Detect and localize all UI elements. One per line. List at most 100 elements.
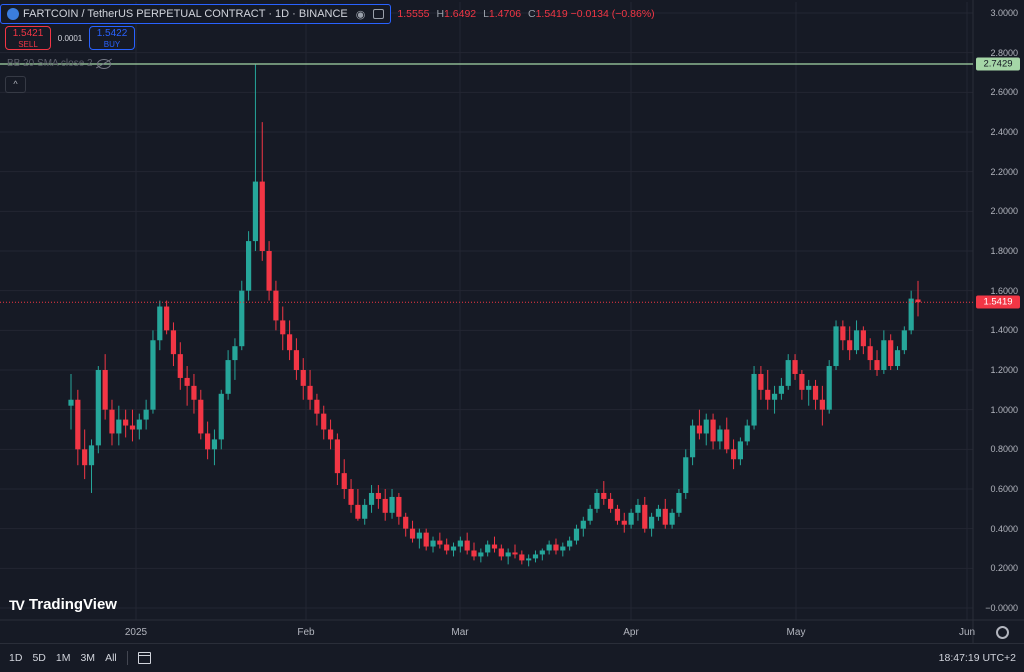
low-value: 1.4706 — [488, 8, 522, 20]
candle-body — [498, 548, 504, 557]
indicator-label[interactable]: BB 20 SMA close 2 — [7, 58, 93, 69]
candle-body — [689, 425, 696, 458]
y-tick-label: 2.6000 — [990, 87, 1018, 98]
candle-body — [259, 181, 265, 251]
candle-body — [409, 528, 416, 539]
calendar-icon[interactable] — [137, 652, 151, 664]
range-1m[interactable]: 1M — [55, 652, 71, 664]
candle-body — [286, 334, 293, 351]
candle-body — [491, 544, 498, 549]
eye-hidden-icon[interactable] — [96, 58, 111, 69]
candle-body — [416, 532, 422, 539]
range-3m[interactable]: 3M — [80, 652, 96, 664]
sell-button[interactable]: 1.5421 SELL — [5, 26, 51, 50]
candle-body — [881, 340, 887, 370]
candle-body — [744, 425, 750, 442]
candle-body — [375, 492, 381, 499]
candle-body — [143, 409, 149, 420]
candle-body — [225, 360, 231, 394]
candle-body — [580, 520, 586, 529]
candle-body — [546, 544, 552, 551]
symbol-box[interactable]: FARTCOIN / TetherUS PERPETUAL CONTRACT ·… — [0, 4, 392, 24]
candle-body — [334, 439, 340, 474]
buy-button[interactable]: 1.5422 BUY — [89, 26, 135, 50]
candle-body — [232, 346, 238, 361]
y-tick-label: 1.2000 — [990, 365, 1018, 375]
candle-body — [649, 516, 655, 529]
candle-body — [560, 546, 566, 551]
x-tick-label: May — [786, 627, 806, 638]
candle-body — [314, 399, 320, 414]
candle-body — [539, 550, 545, 555]
trade-panel: 1.5421 SELL 0.0001 1.5422 BUY — [5, 26, 135, 50]
candle-body — [184, 377, 190, 386]
range-all[interactable]: All — [105, 652, 117, 664]
y-tick-label: 2.8000 — [990, 47, 1018, 58]
y-tick-label: 2.2000 — [990, 166, 1018, 177]
candle-body — [676, 492, 682, 513]
candle-body — [642, 504, 648, 529]
candle-body — [526, 558, 532, 561]
candle-body — [567, 540, 573, 547]
candle-body — [355, 504, 361, 519]
sell-label: SELL — [18, 40, 38, 49]
candle-body — [553, 544, 559, 551]
candle-body — [635, 504, 641, 513]
collapse-legend-button[interactable]: ^ — [5, 76, 26, 93]
candle-body — [587, 508, 593, 521]
tradingview-logo[interactable]: TV TradingView — [9, 596, 117, 613]
range-5d[interactable]: 5D — [32, 652, 46, 664]
candle-body — [205, 433, 211, 450]
y-tick-label: 1.4000 — [990, 325, 1018, 336]
candle-body — [710, 419, 716, 442]
candle-body — [457, 540, 463, 547]
candle-body — [751, 373, 757, 426]
clock[interactable]: 18:47:19 UTC+2 — [938, 652, 1016, 664]
candle-body — [280, 320, 286, 335]
candle-body — [867, 346, 873, 361]
candle-body — [307, 385, 313, 400]
buy-label: BUY — [103, 40, 121, 49]
candle-body — [464, 540, 470, 551]
price-chart[interactable] — [0, 0, 1024, 643]
gear-icon[interactable] — [996, 626, 1009, 639]
candle-body — [833, 326, 839, 367]
candle-body — [341, 473, 347, 489]
candle-body — [368, 492, 375, 505]
candle-body — [471, 550, 477, 557]
candle-body — [614, 508, 621, 521]
candle-body — [239, 290, 245, 347]
candle-body — [430, 540, 436, 547]
level-price-tag: 2.7429 — [976, 57, 1020, 71]
candle-series — [68, 64, 921, 567]
candle-body — [792, 360, 798, 374]
eye-toggle-icon[interactable]: ◉ — [355, 8, 366, 21]
candle-body — [888, 340, 894, 367]
indicator-legend[interactable]: BB 20 SMA close 2 — [7, 58, 111, 69]
candle-body — [771, 393, 778, 400]
candle-body — [512, 552, 518, 555]
candle-body — [102, 370, 108, 410]
candle-body — [621, 520, 627, 525]
candle-body — [123, 419, 129, 426]
candle-body — [157, 306, 163, 341]
tradingview-logo-mark: TV — [9, 596, 25, 613]
candle-body — [505, 552, 511, 557]
bottom-toolbar: 1D 5D 1M 3M All 18:47:19 UTC+2 — [0, 643, 1024, 672]
candle-body — [730, 449, 737, 460]
candle-body — [170, 330, 177, 355]
candle-body — [389, 496, 395, 513]
buy-price: 1.5422 — [96, 28, 128, 39]
candle-body — [853, 330, 860, 351]
candle-body — [362, 504, 368, 519]
candle-body — [191, 385, 197, 400]
candle-body — [847, 340, 853, 351]
price-axis[interactable]: 3.0000 2.8000 2.6000 2.4000 2.2000 2.0000 1.80… — [973, 0, 1024, 630]
candle-body — [765, 389, 771, 400]
candle-body — [785, 360, 791, 386]
range-1d[interactable]: 1D — [9, 652, 23, 664]
symbol-title[interactable]: FARTCOIN / TetherUS PERPETUAL CONTRACT ·… — [23, 8, 348, 20]
candle-body — [826, 366, 832, 410]
maximize-icon[interactable] — [373, 9, 385, 19]
candle-body — [812, 385, 819, 400]
